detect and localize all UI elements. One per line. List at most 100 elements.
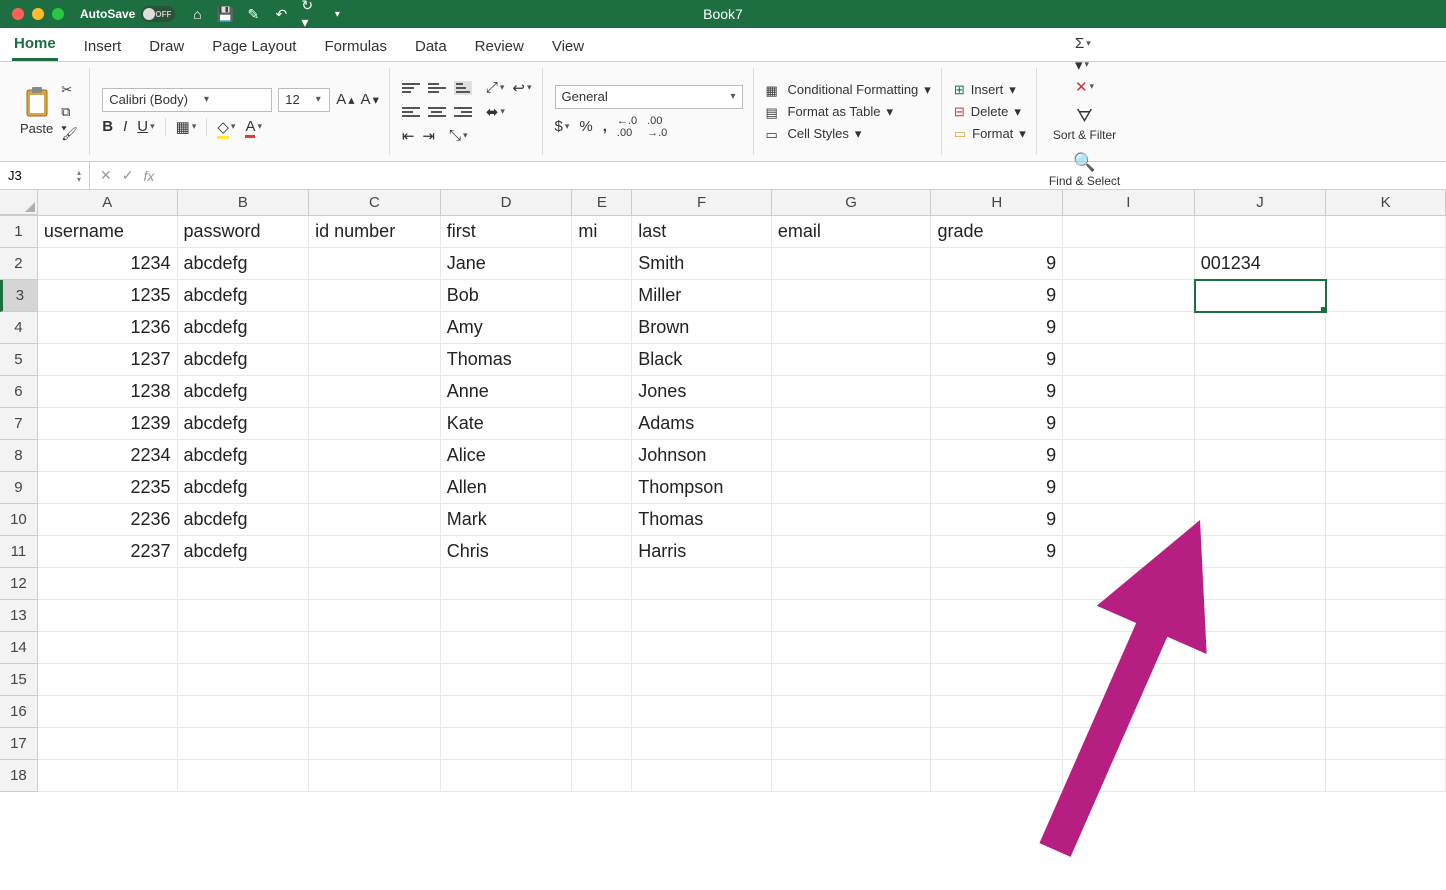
cell[interactable] [1063,408,1195,440]
cell[interactable]: Chris [441,536,573,568]
share-icon[interactable]: ✎ [245,6,261,22]
cell[interactable]: abcdefg [178,376,310,408]
align-top-icon[interactable] [402,81,420,95]
align-bottom-icon[interactable] [454,81,472,95]
tab-insert[interactable]: Insert [82,32,124,61]
cell[interactable]: Thompson [632,472,772,504]
cell[interactable] [1326,664,1446,696]
cell[interactable]: abcdefg [178,248,310,280]
cell[interactable] [1326,312,1446,344]
cell[interactable] [309,632,441,664]
cell[interactable] [1326,600,1446,632]
fx-icon[interactable]: fx [143,168,154,184]
cell[interactable] [441,728,573,760]
cell[interactable]: Kate [441,408,573,440]
tab-view[interactable]: View [550,32,586,61]
cell[interactable] [632,568,772,600]
cell[interactable] [772,440,932,472]
cell[interactable] [1326,344,1446,376]
cell[interactable]: Miller [632,280,772,312]
cell[interactable]: 9 [931,472,1063,504]
cell[interactable] [309,504,441,536]
cell[interactable] [309,664,441,696]
cell[interactable] [772,728,932,760]
format-painter-icon[interactable]: 🖌 [61,126,79,142]
cell[interactable]: mi [572,216,632,248]
cell[interactable]: abcdefg [178,440,310,472]
cell[interactable] [309,344,441,376]
cell[interactable] [441,760,573,792]
col-header-H[interactable]: H [931,190,1063,215]
cell[interactable] [1063,376,1195,408]
cell[interactable]: 1234 [38,248,178,280]
row-header[interactable]: 18 [0,760,38,792]
align-middle-icon[interactable] [428,81,446,95]
cell[interactable] [931,568,1063,600]
cell[interactable] [1063,312,1195,344]
row-header[interactable]: 17 [0,728,38,760]
cell[interactable] [772,600,932,632]
cell[interactable] [178,760,310,792]
fill-color-button[interactable]: ◇▾ [206,118,235,136]
minimize-icon[interactable] [32,8,44,20]
autosum-icon[interactable]: Σ ▾ [1075,35,1094,52]
cell[interactable]: 1235 [38,280,178,312]
cell[interactable] [441,664,573,696]
cell[interactable] [572,344,632,376]
cell[interactable] [1195,664,1327,696]
cell[interactable]: 2236 [38,504,178,536]
cell[interactable] [931,600,1063,632]
merge-icon[interactable]: ⬌▾ [486,103,505,121]
cell[interactable] [1063,216,1195,248]
cell[interactable]: 9 [931,312,1063,344]
cell[interactable] [632,728,772,760]
cell[interactable] [772,280,932,312]
cell[interactable] [772,472,932,504]
cell[interactable]: 001234 [1195,248,1327,280]
cell[interactable]: Thomas [632,504,772,536]
row-header[interactable]: 12 [0,568,38,600]
cell[interactable] [1063,600,1195,632]
cell[interactable]: last [632,216,772,248]
cell[interactable]: Thomas [441,344,573,376]
cell[interactable] [772,664,932,696]
paste-button[interactable]: Paste [20,87,53,136]
increase-indent-icon[interactable]: ⇥ [422,127,435,145]
cell[interactable] [309,696,441,728]
cell[interactable] [38,600,178,632]
cell[interactable] [309,408,441,440]
redo-icon[interactable]: ↻ ▾ [301,6,317,22]
format-cells-button[interactable]: ▭ Format ▾ [954,126,1026,142]
cell[interactable] [309,376,441,408]
col-header-B[interactable]: B [178,190,310,215]
cell[interactable] [931,696,1063,728]
orientation-icon[interactable]: ⤢▾ [486,79,505,96]
delete-cells-button[interactable]: ⊟ Delete ▾ [954,104,1026,120]
cell[interactable] [572,376,632,408]
cell[interactable] [572,472,632,504]
cell[interactable] [309,600,441,632]
cell[interactable] [572,664,632,696]
cell[interactable] [931,760,1063,792]
cell[interactable] [931,632,1063,664]
cell[interactable]: Allen [441,472,573,504]
cancel-formula-icon[interactable]: ✕ [100,167,112,184]
cell[interactable] [38,568,178,600]
cell[interactable] [1195,568,1327,600]
col-header-G[interactable]: G [772,190,932,215]
cell[interactable] [178,632,310,664]
undo-icon[interactable]: ↶ [273,6,289,22]
close-icon[interactable] [12,8,24,20]
cell[interactable] [178,664,310,696]
cell[interactable] [1326,504,1446,536]
cell[interactable] [1063,568,1195,600]
row-header[interactable]: 15 [0,664,38,696]
cell[interactable] [178,728,310,760]
cell[interactable] [309,280,441,312]
cell[interactable]: 1236 [38,312,178,344]
cell[interactable] [38,760,178,792]
cell[interactable] [1195,440,1327,472]
cell[interactable] [572,728,632,760]
cell[interactable] [572,280,632,312]
font-size-select[interactable]: 12 [278,88,330,112]
